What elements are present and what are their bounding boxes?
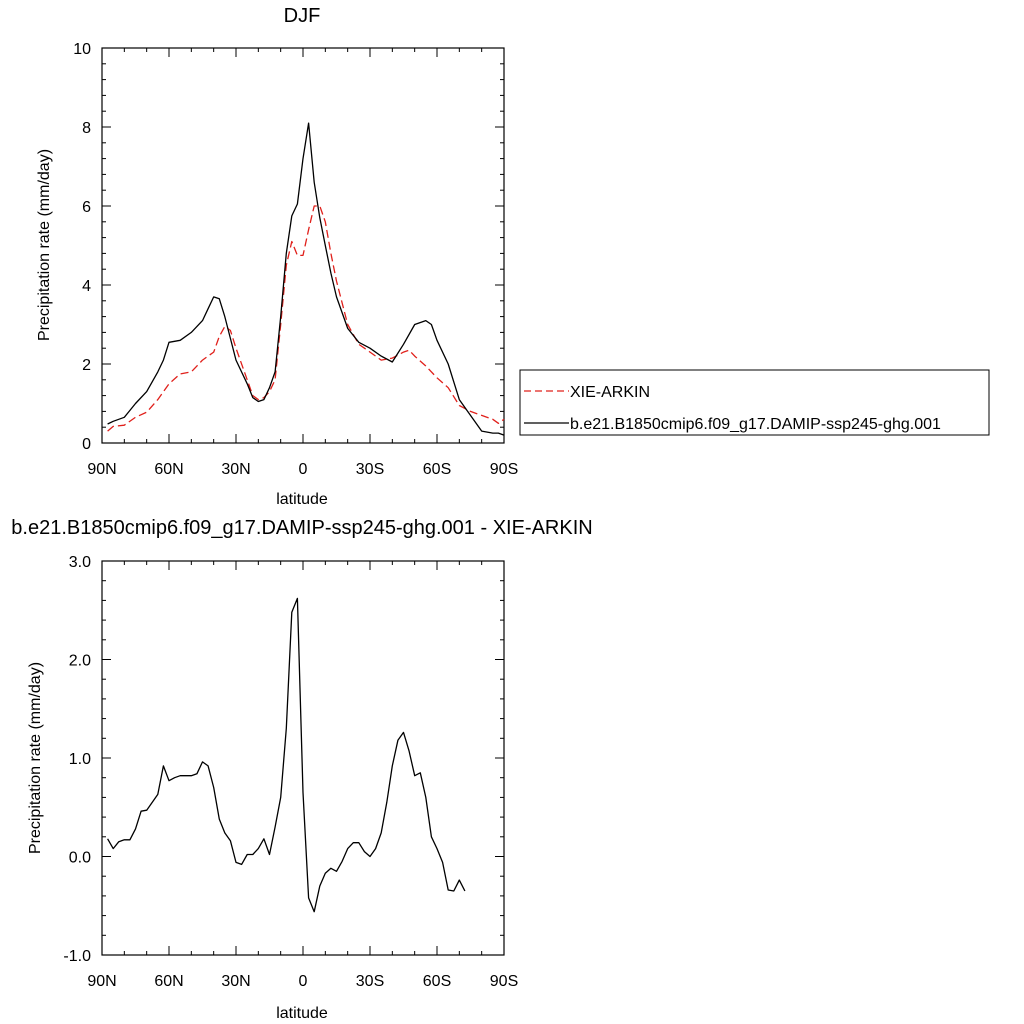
plot-frame xyxy=(101,47,505,444)
y-tick-label: -1.0 xyxy=(63,948,91,965)
x-tick-label: 60N xyxy=(154,461,183,478)
x-tick-label: 30S xyxy=(356,973,384,990)
y-tick-label: 3.0 xyxy=(69,554,91,571)
data-lines xyxy=(107,122,505,436)
y-tick-labels: 0 2 4 6 8 10 xyxy=(73,41,91,453)
y-tick-label: 0 xyxy=(82,436,91,453)
x-axis-label: latitude xyxy=(276,1005,328,1022)
difference-panel: b.e21.B1850cmip6.f09_g17.DAMIP-ssp245-gh… xyxy=(11,517,592,1022)
series-line-xie-arkin xyxy=(107,205,505,432)
legend-box xyxy=(519,369,990,436)
djf-panel: DJF 90N 60N 30N 0 30S 60S 90S 0 2 4 6 8 10 latitude… xyxy=(36,5,518,508)
axis-ticks xyxy=(101,560,505,956)
legend-label-xie-arkin: XIE-ARKIN xyxy=(570,384,650,401)
y-tick-label: 10 xyxy=(73,41,91,58)
x-tick-label: 60N xyxy=(154,973,183,990)
x-tick-label: 60S xyxy=(423,461,451,478)
x-tick-label: 0 xyxy=(299,973,308,990)
x-tick-label: 30S xyxy=(356,461,384,478)
y-tick-label: 0.0 xyxy=(69,850,91,867)
y-axis-label: Precipitation rate (mm/day) xyxy=(36,149,53,341)
x-tick-label: 60S xyxy=(423,973,451,990)
x-axis-label: latitude xyxy=(276,491,328,508)
data-lines xyxy=(107,597,466,913)
legend: XIE-ARKIN b.e21.B1850cmip6.f09_g17.DAMIP… xyxy=(519,369,990,436)
x-tick-labels: 90N 60N 30N 0 30S 60S 90S xyxy=(87,461,518,478)
panel-title: b.e21.B1850cmip6.f09_g17.DAMIP-ssp245-gh… xyxy=(11,517,592,539)
legend-label-model: b.e21.B1850cmip6.f09_g17.DAMIP-ssp245-gh… xyxy=(570,416,941,433)
series-line-difference xyxy=(107,597,466,913)
x-tick-labels: 90N 60N 30N 0 30S 60S 90S xyxy=(87,973,518,990)
y-tick-label: 1.0 xyxy=(69,751,91,768)
y-tick-label: 2 xyxy=(82,357,91,374)
y-tick-label: 6 xyxy=(82,199,91,216)
x-tick-label: 90S xyxy=(490,461,518,478)
panel-title: DJF xyxy=(284,5,321,27)
axis-ticks xyxy=(101,47,505,444)
x-tick-label: 90N xyxy=(87,973,116,990)
series-line-model xyxy=(107,122,505,436)
y-axis-label: Precipitation rate (mm/day) xyxy=(27,662,44,854)
y-tick-label: 2.0 xyxy=(69,653,91,670)
x-tick-label: 30N xyxy=(221,973,250,990)
x-tick-label: 30N xyxy=(221,461,250,478)
y-tick-label: 8 xyxy=(82,120,91,137)
x-tick-label: 90N xyxy=(87,461,116,478)
y-tick-labels: -1.0 0.0 1.0 2.0 3.0 xyxy=(63,554,91,965)
y-tick-label: 4 xyxy=(82,278,91,295)
x-tick-label: 90S xyxy=(490,973,518,990)
x-tick-label: 0 xyxy=(299,461,308,478)
plot-frame xyxy=(101,560,505,956)
